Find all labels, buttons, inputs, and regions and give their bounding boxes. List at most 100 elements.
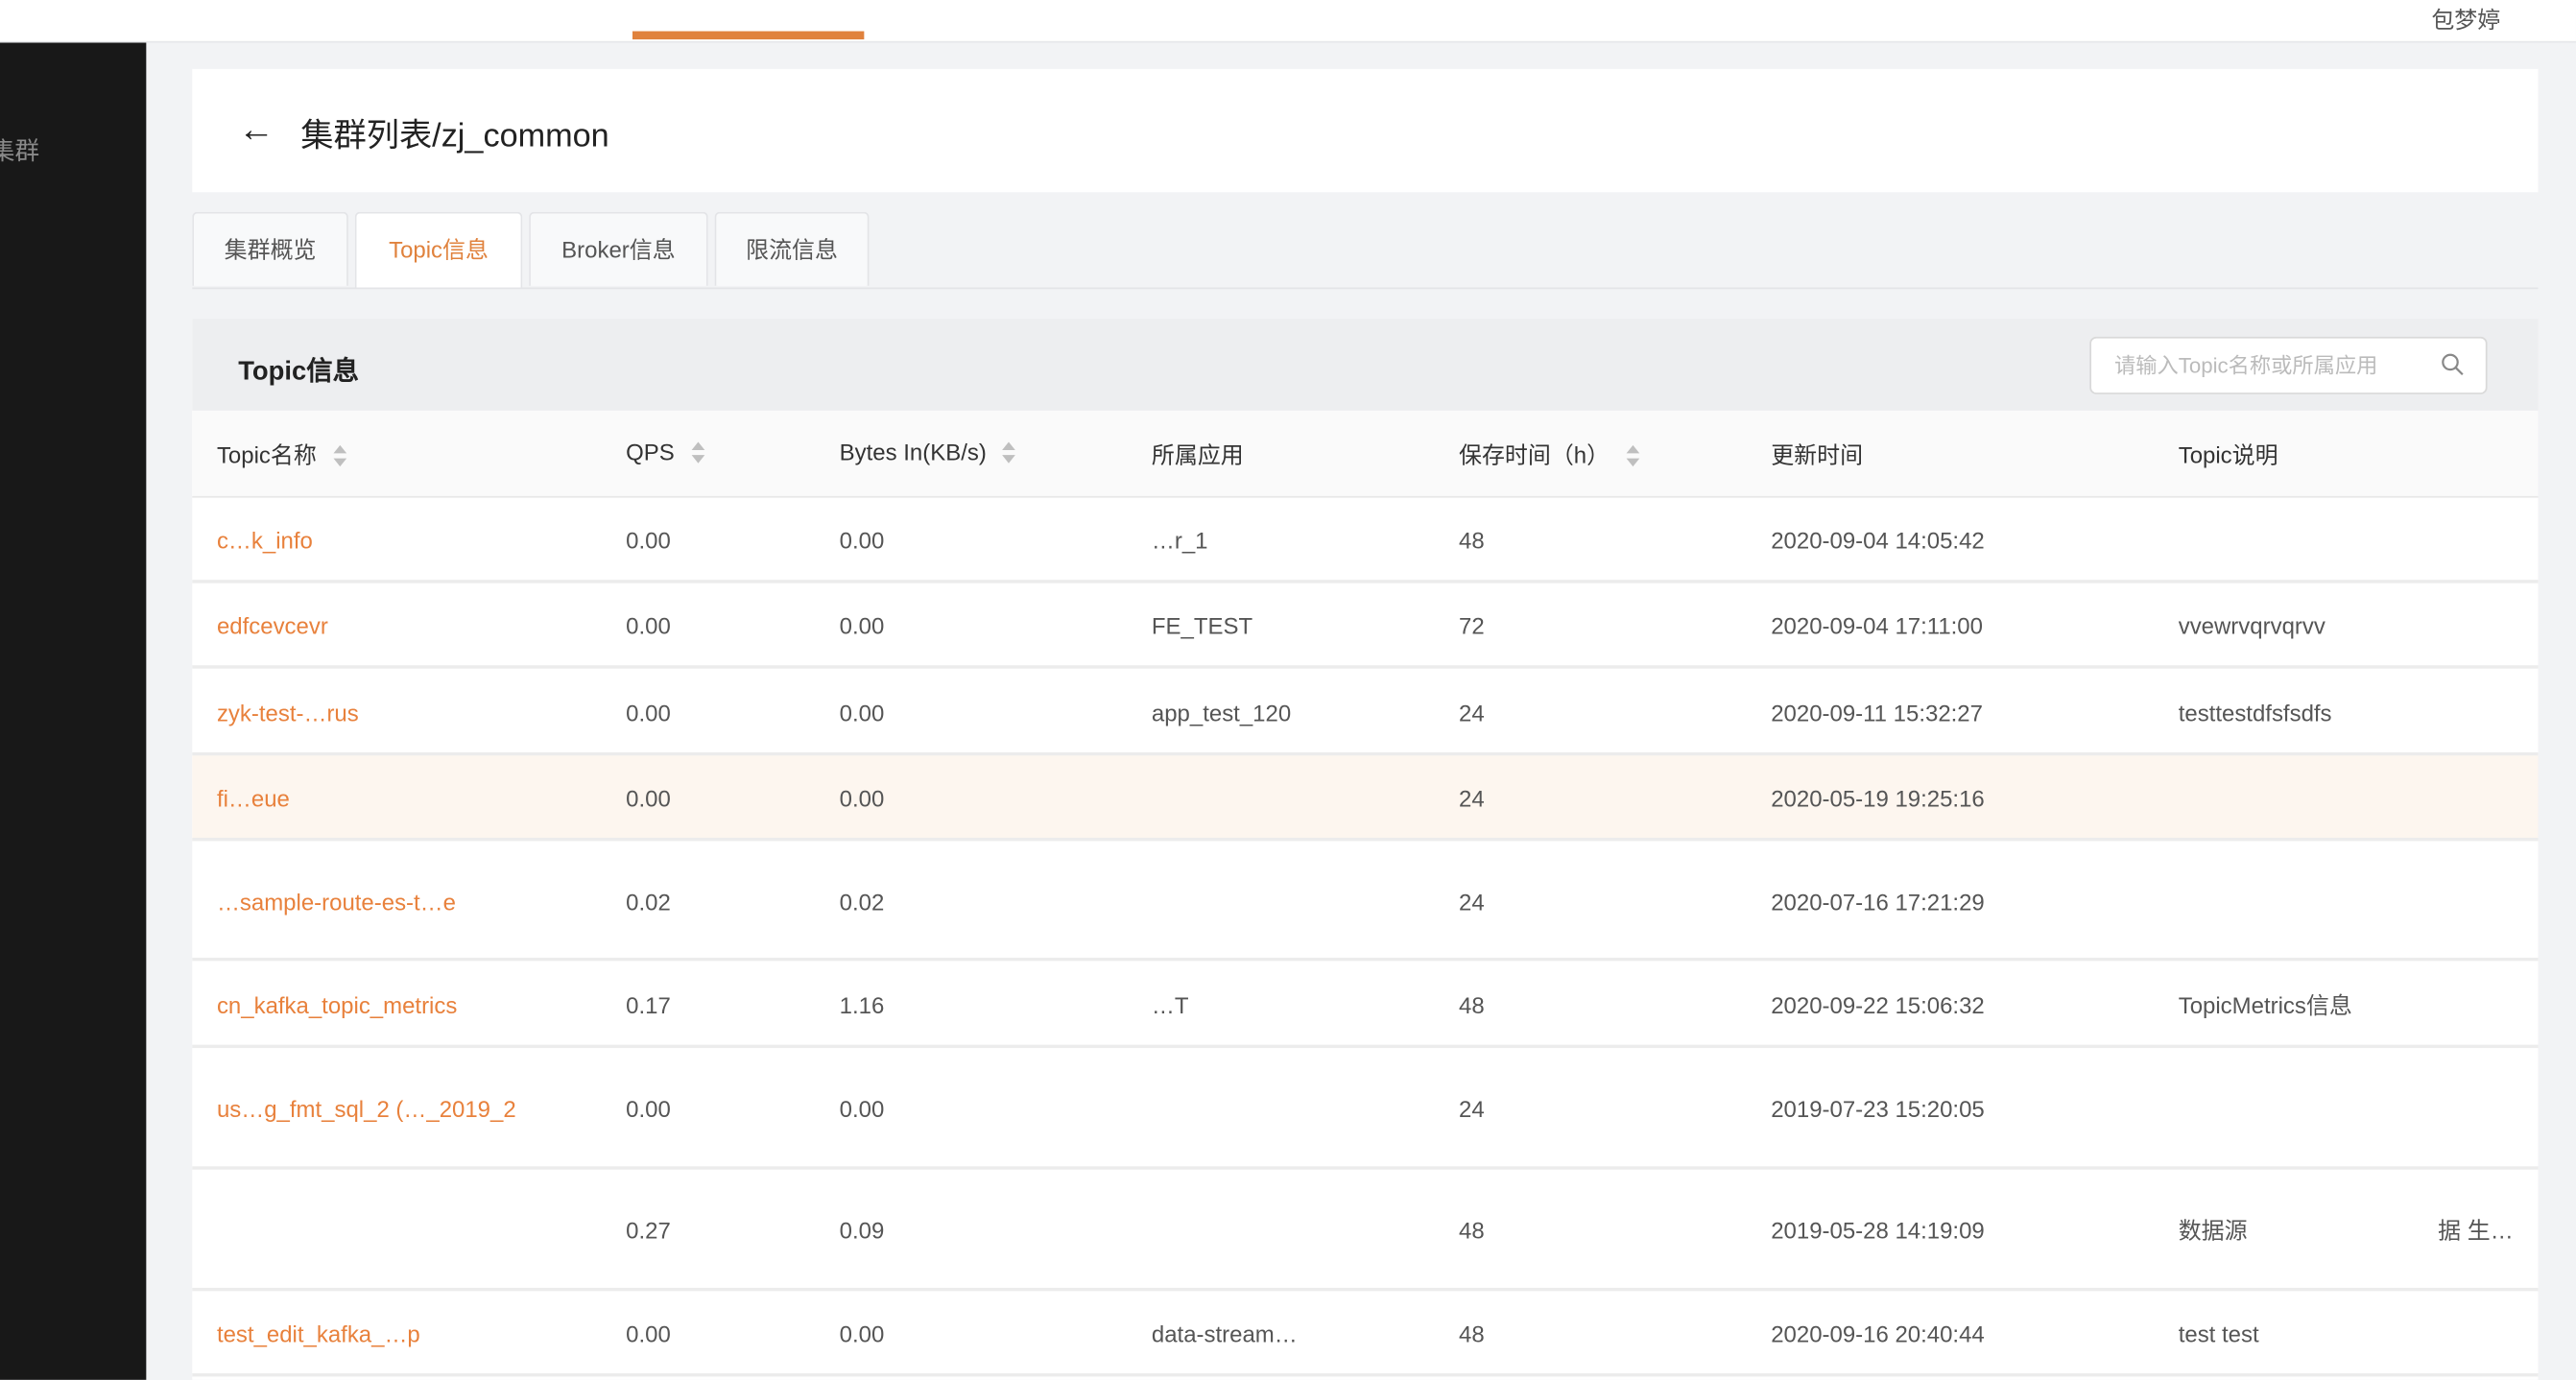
section-header: Topic信息 — [192, 319, 2539, 411]
active-nav-indicator — [632, 31, 865, 40]
cell-retention: 48 — [1458, 991, 1485, 1018]
cell-retention: 24 — [1458, 785, 1485, 812]
table-row[interactable]: edfcevcevr 0.00 0.00 FE_TEST 72 2020-09-04 17… — [192, 583, 2539, 669]
cell-updated: 2020-09-04 14:05:42 — [1771, 526, 1985, 553]
cell-updated: 2020-09-11 15:32:27 — [1771, 699, 1983, 726]
search-box[interactable] — [2089, 336, 2488, 394]
cell-bytes-in: 0.00 — [839, 612, 885, 639]
column-label: QPS — [626, 439, 675, 465]
column-header-retention[interactable]: 保存时间（h） — [1459, 439, 1639, 471]
cell-topic-name[interactable]: fi…eue — [216, 785, 290, 812]
cell-description: testtestdfsfsdfs — [2178, 699, 2332, 726]
cell-retention: 24 — [1458, 1095, 1485, 1123]
column-label: Topic名称 — [216, 441, 317, 468]
cell-retention: 24 — [1458, 699, 1485, 726]
table-row[interactable]: zyk-test-…rus 0.00 0.00 app_test_120 24 2020-… — [192, 669, 2539, 756]
cell-topic-name[interactable]: test_edit_kafka_…p — [216, 1321, 420, 1347]
tab-throttle-info[interactable]: 限流信息 — [714, 211, 870, 286]
cell-bytes-in: 1.16 — [839, 991, 885, 1018]
cell-retention: 48 — [1458, 1217, 1485, 1244]
cell-bytes-in: 0.02 — [839, 888, 885, 915]
column-header-app: 所属应用 — [1152, 439, 1244, 471]
search-icon[interactable] — [2440, 351, 2466, 377]
tab-topic-info[interactable]: Topic信息 — [354, 211, 523, 288]
sort-icon[interactable] — [690, 441, 704, 465]
column-header-qps[interactable]: QPS — [626, 439, 704, 465]
cell-topic-name[interactable]: …sample-route-es-t…e — [216, 888, 456, 915]
column-header-description: Topic说明 — [2179, 439, 2278, 471]
sort-icon[interactable] — [332, 445, 346, 468]
cell-qps: 0.17 — [626, 991, 671, 1018]
sidebar: 集群 — [0, 42, 147, 1380]
cell-app: …T — [1151, 991, 1189, 1018]
cell-qps: 0.27 — [626, 1217, 671, 1244]
cell-topic-name[interactable]: edfcevcevr — [216, 612, 328, 639]
cell-updated: 2020-05-19 19:25:16 — [1771, 785, 1985, 812]
column-header-bytes-in[interactable]: Bytes In(KB/s) — [840, 439, 1016, 465]
cell-updated: 2020-09-22 15:06:32 — [1771, 991, 1985, 1018]
cell-description: 数据源 — [2178, 1217, 2248, 1244]
cell-topic-name[interactable]: c…k_info — [216, 526, 313, 553]
cell-bytes-in: 0.00 — [839, 785, 885, 812]
search-input[interactable] — [2111, 351, 2430, 380]
cell-qps: 0.00 — [626, 785, 671, 812]
sort-icon[interactable] — [1626, 445, 1639, 468]
cell-bytes-in: 0.00 — [839, 1095, 885, 1123]
page-header: ← 集群列表/zj_common — [192, 68, 2539, 193]
user-name[interactable]: 包梦婷 — [2431, 6, 2501, 34]
table-header: Topic名称 QPS Bytes In(KB/s) 所属应用 保存时间（h） 更新时间 T… — [192, 410, 2539, 498]
cell-qps: 0.00 — [626, 1321, 671, 1347]
cell-description: test test — [2178, 1321, 2259, 1347]
table-row[interactable]: us…g_fmt_sql_2 (…_2019_2 0.00 0.00 24 2019-0… — [192, 1048, 2539, 1170]
cell-updated: 2020-09-16 20:40:44 — [1771, 1321, 1985, 1347]
cell-retention: 72 — [1458, 612, 1485, 639]
table-row[interactable]: test_edit_kafka_…p 0.00 0.00 data-stream… 48… — [192, 1291, 2539, 1377]
column-label: 保存时间（h） — [1458, 441, 1610, 468]
cell-qps: 0.00 — [626, 612, 671, 639]
sort-icon[interactable] — [1002, 441, 1016, 465]
cell-topic-name[interactable]: us…g_fmt_sql_2 (…_2019_2 — [216, 1095, 516, 1123]
column-label: 更新时间 — [1771, 441, 1864, 468]
cell-retention: 48 — [1458, 526, 1485, 553]
cell-retention: 24 — [1458, 888, 1485, 915]
cell-description: TopicMetrics信息 — [2178, 991, 2352, 1018]
cell-app: data-stream… — [1151, 1321, 1298, 1347]
cell-bytes-in: 0.00 — [839, 699, 885, 726]
column-label: Topic说明 — [2178, 441, 2278, 468]
top-bar: 包梦婷 — [0, 0, 2576, 43]
table-row[interactable]: …sample-route-es-t…e 0.02 0.02 24 2020-07-16… — [192, 841, 2539, 962]
scrollbar-track[interactable] — [2538, 42, 2576, 1380]
cell-updated: 2020-07-16 17:21:29 — [1771, 888, 1985, 915]
cell-app: FE_TEST — [1151, 612, 1253, 639]
column-label: Bytes In(KB/s) — [839, 439, 987, 465]
cell-retention: 48 — [1458, 1321, 1485, 1347]
table-row[interactable]: fi…eue 0.00 0.00 24 2020-05-19 19:25:16 — [192, 755, 2539, 842]
cell-updated: 2019-05-28 14:19:09 — [1771, 1217, 1985, 1244]
cell-bytes-in: 0.00 — [839, 1321, 885, 1347]
cell-bytes-in: 0.00 — [839, 526, 885, 553]
table-row[interactable]: 0.27 0.09 48 2019-05-28 14:19:09 数据源 据 生… — [192, 1170, 2539, 1292]
column-label: 所属应用 — [1151, 441, 1244, 468]
cell-bytes-in: 0.09 — [839, 1217, 885, 1244]
cell-topic-name[interactable]: cn_kafka_topic_metrics — [216, 991, 458, 1018]
tab-cluster-overview[interactable]: 集群概览 — [192, 211, 348, 286]
column-header-topic-name[interactable]: Topic名称 — [217, 439, 346, 471]
cell-updated: 2019-07-23 15:20:05 — [1771, 1095, 1985, 1123]
cell-topic-name[interactable]: zyk-test-…rus — [216, 699, 359, 726]
cell-qps: 0.02 — [626, 888, 671, 915]
cell-app: app_test_120 — [1151, 699, 1292, 726]
tab-broker-info[interactable]: Broker信息 — [529, 211, 708, 286]
cell-qps: 0.00 — [626, 699, 671, 726]
arrow-left-icon[interactable]: ← — [238, 107, 274, 150]
cell-qps: 0.00 — [626, 1095, 671, 1123]
cell-qps: 0.00 — [626, 526, 671, 553]
cell-description: vvewrvqrvqrvv — [2178, 612, 2326, 639]
page-title: 集群列表/zj_common — [300, 118, 609, 155]
cell-description-truncated: 据 生… — [2438, 1217, 2514, 1244]
column-header-updated: 更新时间 — [1771, 439, 1863, 471]
tab-bar: 集群概览 Topic信息 Broker信息 限流信息 — [192, 211, 2539, 290]
cell-app: …r_1 — [1151, 526, 1208, 553]
table-row[interactable]: cn_kafka_topic_metrics 0.17 1.16 …T 48 2020-0… — [192, 961, 2539, 1049]
table-row[interactable]: c…k_info 0.00 0.00 …r_1 48 2020-09-04 14:05:4… — [192, 496, 2539, 583]
sidebar-item-cluster[interactable]: 集群 — [0, 137, 40, 166]
